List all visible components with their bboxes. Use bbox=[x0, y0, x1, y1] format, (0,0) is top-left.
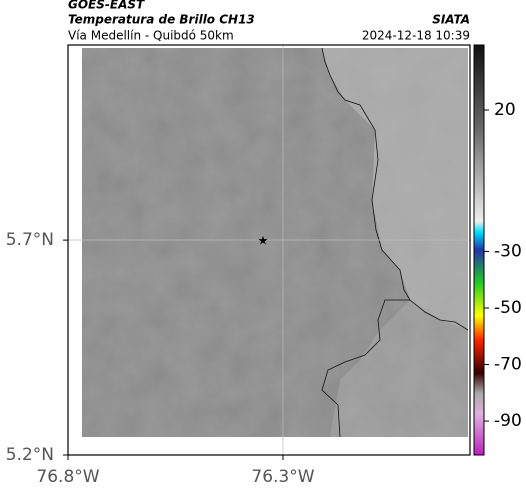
colorbar-tick-label: -30 bbox=[494, 241, 522, 261]
lat-tick-label: 5.7°N bbox=[6, 230, 54, 250]
lon-tick-label: 76.3°W bbox=[251, 467, 314, 487]
colorbar-tick-label: -90 bbox=[494, 411, 522, 431]
lat-tick-label: 5.2°N bbox=[6, 445, 54, 465]
location-marker: ★ bbox=[258, 234, 269, 248]
route: Vía Medellín - Quibdó 50km bbox=[68, 29, 234, 43]
subtitle: Temperatura de Brillo CH13 bbox=[68, 13, 255, 27]
colorbar-tick-label: 20 bbox=[494, 100, 516, 120]
title: GOES-EAST bbox=[68, 0, 145, 12]
lon-tick-label: 76.8°W bbox=[36, 467, 99, 487]
colorbar bbox=[473, 44, 485, 456]
colorbar-tick-label: -50 bbox=[494, 298, 522, 318]
map-frame bbox=[67, 44, 471, 456]
colorbar-tick-label: -70 bbox=[494, 355, 522, 375]
map-image bbox=[82, 47, 469, 438]
datetime: 2024-12-18 10:39 bbox=[362, 29, 470, 43]
source: SIATA bbox=[432, 13, 470, 27]
